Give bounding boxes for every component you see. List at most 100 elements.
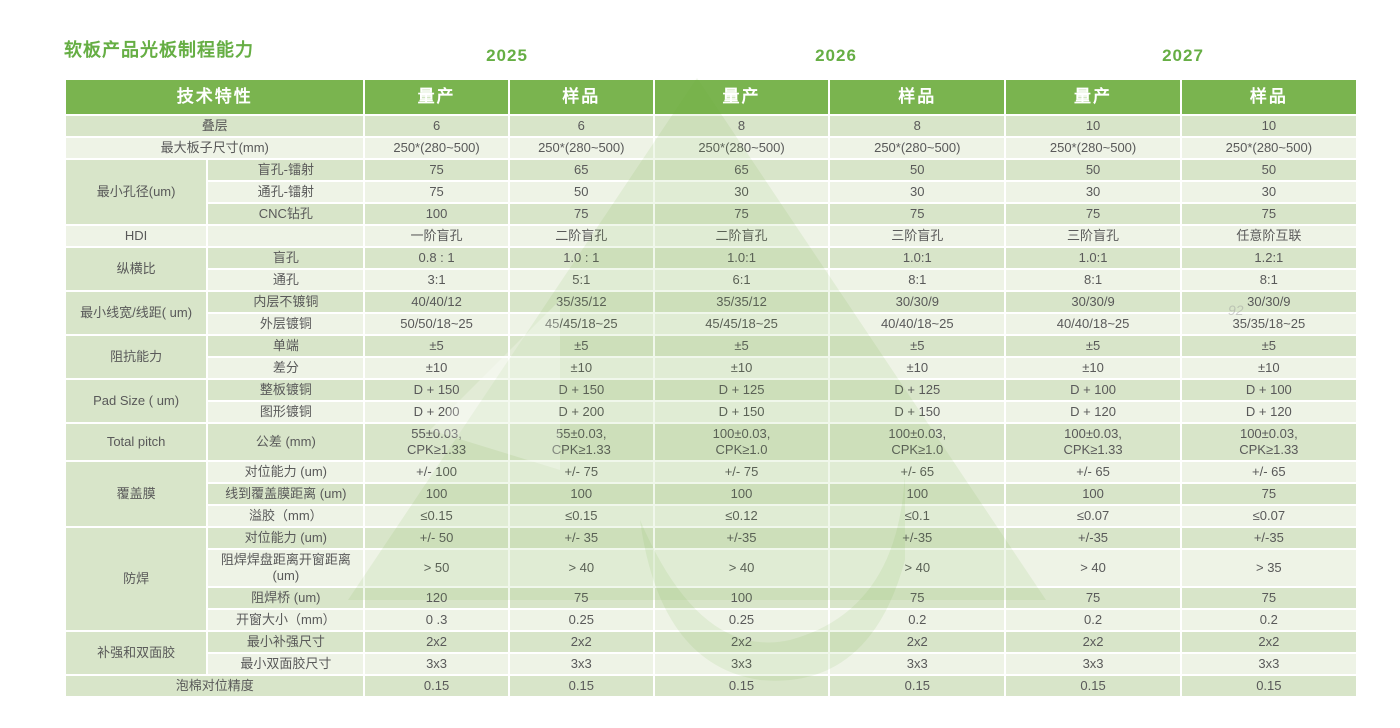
value-cell: 75 xyxy=(652,202,831,226)
value-cell: ≤0.12 xyxy=(652,504,831,528)
value-cell: 10 xyxy=(1179,114,1359,138)
value-cell: 0.2 xyxy=(828,608,1007,632)
value-cell: 75 xyxy=(1179,202,1359,226)
page-title: 软板产品光板制程能力 xyxy=(64,40,254,60)
value-cell: 三阶盲孔 xyxy=(828,224,1007,248)
subcategory-cell: 开窗大小（mm） xyxy=(206,608,366,632)
value-cell: 1.0:1 xyxy=(1004,246,1182,270)
value-cell: +/- 35 xyxy=(507,526,655,550)
value-cell: 35/35/12 xyxy=(507,290,655,314)
merged-label-cell: 叠层 xyxy=(63,114,366,138)
value-cell: 40/40/12 xyxy=(363,290,510,314)
value-cell: 30/30/9 xyxy=(828,290,1007,314)
value-cell: 2x2 xyxy=(1179,630,1359,654)
value-cell: 0.8 : 1 xyxy=(363,246,510,270)
table-row: 覆盖膜 对位能力 (um) +/- 100 +/- 75 +/- 75 +/- 65 +/-… xyxy=(63,460,1359,528)
value-cell: D + 100 xyxy=(1004,378,1182,402)
value-cell: 250*(280~500) xyxy=(507,136,655,160)
value-cell: +/-35 xyxy=(828,526,1007,550)
value-cell: 35/35/12 xyxy=(652,290,831,314)
category-cell: Pad Size ( um) xyxy=(63,378,209,424)
category-cell: Total pitch xyxy=(63,422,209,462)
value-cell: ≤0.1 xyxy=(828,504,1007,528)
value-cell: ≤0.15 xyxy=(507,504,655,528)
table-row: 线到覆盖膜距离 (um) 100 100 100 100 100 75 xyxy=(65,482,1359,506)
value-cell: 30 xyxy=(652,180,831,204)
value-cell: D + 150 xyxy=(828,400,1007,424)
value-cell: ±5 xyxy=(652,334,831,358)
value-cell: +/- 75 xyxy=(652,460,831,484)
value-cell: 75 xyxy=(828,586,1007,610)
value-cell: +/- 100 xyxy=(363,460,510,484)
value-cell: 100 xyxy=(652,482,831,506)
value-cell: 75 xyxy=(363,180,510,204)
subcategory-cell: 盲孔-镭射 xyxy=(206,158,366,182)
value-cell: 30 xyxy=(828,180,1007,204)
value-cell: +/- 65 xyxy=(1179,460,1359,484)
value-cell: 75 xyxy=(1004,202,1182,226)
value-cell: 0.15 xyxy=(828,674,1007,698)
value-cell: 30 xyxy=(1179,180,1359,204)
table-row: 防焊 对位能力 (um) +/- 50 +/- 35 +/-35 +/-35 +/-35 +/… xyxy=(63,526,1359,632)
value-cell: 3x3 xyxy=(652,652,831,676)
value-cell: 8:1 xyxy=(828,268,1007,292)
subcategory-cell: 最小双面胶尺寸 xyxy=(206,652,366,676)
value-cell: 50 xyxy=(1004,158,1182,182)
subcategory-cell: 对位能力 (um) xyxy=(206,460,366,484)
value-cell: 30/30/9 xyxy=(1004,290,1182,314)
value-cell: 75 xyxy=(507,202,655,226)
year-label-2027: 2027 xyxy=(1162,46,1204,65)
value-cell: ≤0.15 xyxy=(363,504,510,528)
value-cell: ±5 xyxy=(1004,334,1182,358)
value-cell: ±5 xyxy=(363,334,510,358)
value-cell: 30/30/9 xyxy=(1179,290,1359,314)
value-cell: > 40 xyxy=(1004,548,1182,588)
value-cell: 100±0.03, CPK≥1.33 xyxy=(1179,422,1359,462)
value-cell: 2x2 xyxy=(1004,630,1182,654)
value-cell: 8 xyxy=(652,114,831,138)
subcategory-cell: 差分 xyxy=(206,356,366,380)
value-cell: 0.25 xyxy=(652,608,831,632)
value-cell: 2x2 xyxy=(363,630,510,654)
value-cell: 100±0.03, CPK≥1.0 xyxy=(652,422,831,462)
subcategory-cell xyxy=(206,224,366,248)
value-cell: 6 xyxy=(363,114,510,138)
value-cell: ±10 xyxy=(507,356,655,380)
value-cell: > 40 xyxy=(652,548,831,588)
watermark-92-text: 92 xyxy=(1228,302,1244,318)
value-cell: 5:1 xyxy=(507,268,655,292)
value-cell: 一阶盲孔 xyxy=(363,224,510,248)
value-cell: 10 xyxy=(1004,114,1182,138)
header-feature: 技术特性 xyxy=(63,78,366,116)
value-cell: 35/35/18~25 xyxy=(1179,312,1359,336)
value-cell: ≤0.07 xyxy=(1179,504,1359,528)
value-cell: 6 xyxy=(507,114,655,138)
value-cell: 100 xyxy=(828,482,1007,506)
category-cell: 最小线宽/线距( um) xyxy=(63,290,209,336)
value-cell: ±5 xyxy=(507,334,655,358)
value-cell: D + 150 xyxy=(507,378,655,402)
value-cell: 0.15 xyxy=(507,674,655,698)
value-cell: 0.15 xyxy=(1179,674,1359,698)
value-cell: 1.2:1 xyxy=(1179,246,1359,270)
table-row: 阻焊焊盘距离开窗距离 (um) > 50 > 40 > 40 > 40 > 40 > 35 xyxy=(65,548,1359,588)
subcategory-cell: 外层镀铜 xyxy=(206,312,366,336)
merged-label-cell: 最大板子尺寸(mm) xyxy=(63,136,366,160)
table-row: Pad Size ( um) 整板镀铜 D + 150 D + 150 D + 125 D… xyxy=(63,378,1359,424)
table-body: 叠层 6 6 8 8 10 10 最大板子尺寸(mm) 250*(280~500) 250*(28… xyxy=(63,114,1359,698)
value-cell: +/- 50 xyxy=(363,526,510,550)
value-cell: D + 200 xyxy=(363,400,510,424)
value-cell: 250*(280~500) xyxy=(363,136,510,160)
subcategory-cell: 盲孔 xyxy=(206,246,366,270)
value-cell: 1.0:1 xyxy=(652,246,831,270)
value-cell: D + 100 xyxy=(1179,378,1359,402)
value-cell: D + 150 xyxy=(363,378,510,402)
value-cell: 3x3 xyxy=(828,652,1007,676)
value-cell: 120 xyxy=(363,586,510,610)
category-cell: 阻抗能力 xyxy=(63,334,209,380)
value-cell: 75 xyxy=(1179,482,1359,506)
merged-label-cell: 泡棉对位精度 xyxy=(63,674,366,698)
value-cell: 100 xyxy=(363,482,510,506)
year-label-2026: 2026 xyxy=(815,46,857,65)
value-cell: 50 xyxy=(1179,158,1359,182)
